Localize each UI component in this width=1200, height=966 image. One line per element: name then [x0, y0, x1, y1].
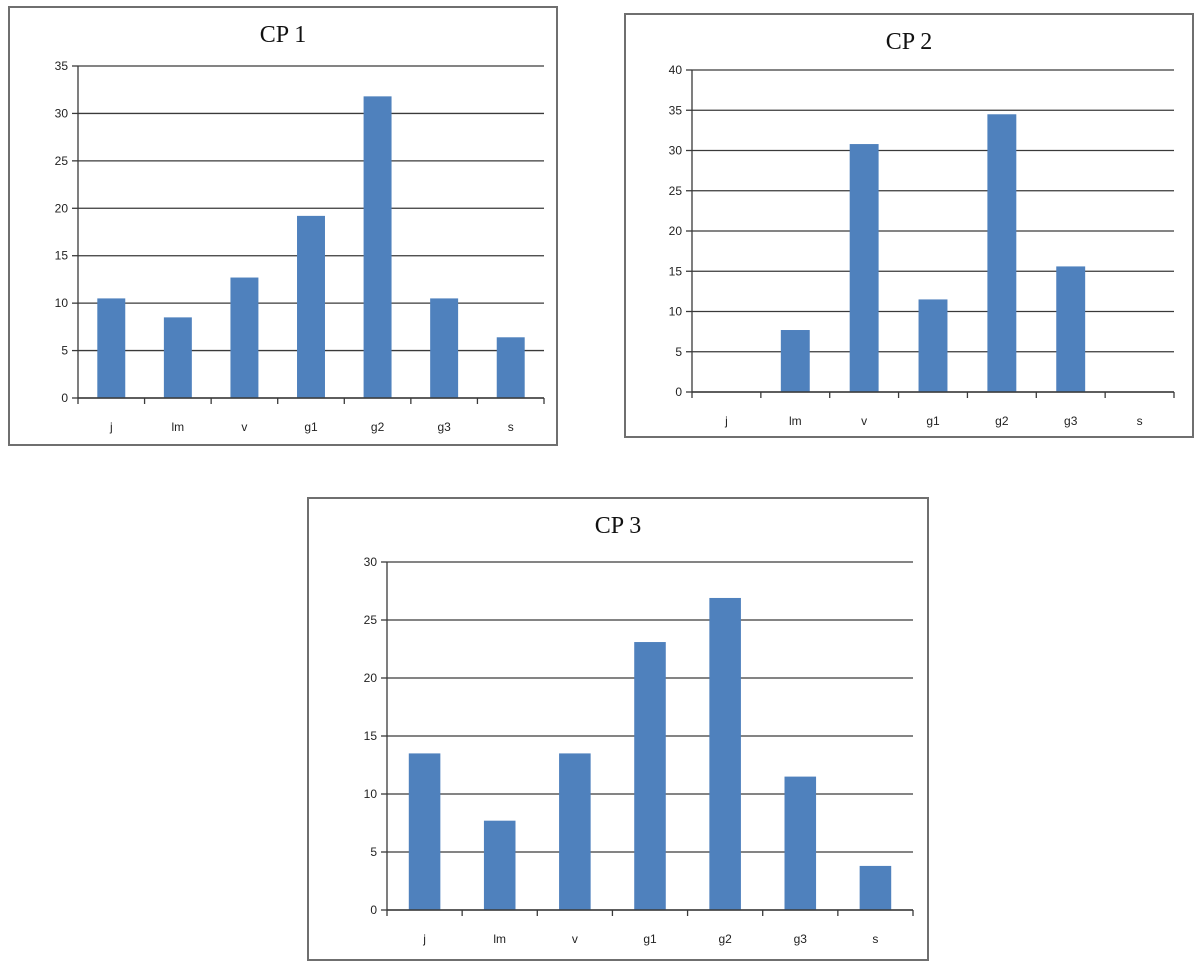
x-tick-label: s	[1137, 414, 1143, 428]
y-tick-label: 25	[55, 154, 69, 168]
x-tick-label: g1	[926, 414, 940, 428]
chart-plot: 0 5 10 15 20 25 30 j lm v g1 g2 g3 s	[364, 555, 914, 946]
x-tick-label: s	[508, 420, 514, 434]
chart-plot: 0 5 10 15 20 25 30 35 j lm v g1 g2 g3 s	[55, 59, 545, 434]
chart-title: CP 1	[259, 22, 307, 48]
bar-v	[230, 277, 259, 398]
chart-title: CP 2	[885, 29, 933, 55]
chart-title: CP 3	[594, 513, 642, 539]
y-tick-label: 5	[675, 345, 682, 359]
x-tick-label: j	[422, 932, 426, 946]
x-tick-label: g1	[643, 932, 657, 946]
y-tick-label: 20	[669, 224, 683, 238]
bar-g2	[363, 96, 392, 399]
bar-g1	[918, 299, 948, 392]
y-tick-label: 15	[55, 249, 69, 263]
bar-g3	[1056, 266, 1086, 392]
y-tick-label: 30	[364, 555, 378, 569]
y-tick-label: 20	[55, 201, 69, 215]
y-tick-label: 40	[669, 63, 683, 77]
y-tick-label: 0	[675, 385, 682, 399]
x-tick-label: v	[241, 420, 247, 434]
x-tick-label: g3	[1064, 414, 1078, 428]
bar-g3	[784, 776, 817, 910]
y-tick-label: 5	[370, 845, 377, 859]
y-tick-label: 10	[364, 787, 378, 801]
y-tick-label: 35	[55, 59, 69, 73]
y-tick-label: 0	[61, 391, 68, 405]
y-tick-label: 0	[370, 903, 377, 917]
x-tick-label: g2	[371, 420, 385, 434]
x-tick-label: g3	[794, 932, 808, 946]
bar-v	[849, 144, 879, 392]
y-tick-label: 35	[669, 103, 683, 117]
x-tick-label: j	[724, 414, 728, 428]
y-tick-label: 30	[669, 144, 683, 158]
bar-g1	[634, 642, 666, 910]
y-tick-label: 5	[61, 344, 68, 358]
bar-g3	[430, 298, 459, 398]
x-tick-label: g3	[437, 420, 451, 434]
y-tick-label: 20	[364, 671, 378, 685]
bar-g2	[987, 114, 1017, 393]
x-tick-label: v	[861, 414, 867, 428]
y-tick-label: 10	[669, 305, 683, 319]
bar-lm	[483, 820, 516, 910]
x-tick-label: lm	[172, 420, 185, 434]
chart-cp1: CP 1 0 5 10 15 20 25 30 35 j lm v g1 g2 g3 s	[8, 6, 558, 446]
chart-cp3: CP 3 0 5 10 15 20 25 30 j lm v g1 g2 g3 s	[307, 497, 929, 961]
y-tick-label: 30	[55, 106, 69, 120]
x-tick-label: g2	[995, 414, 1009, 428]
x-tick-label: v	[572, 932, 578, 946]
bar-s	[496, 337, 525, 398]
x-tick-label: lm	[493, 932, 506, 946]
x-tick-label: j	[109, 420, 113, 434]
chart-plot: 0 5 10 15 20 25 30 35 40 j lm v g1 g2 g3 s	[669, 63, 1175, 428]
y-tick-label: 25	[364, 613, 378, 627]
y-tick-label: 15	[364, 729, 378, 743]
bar-lm	[163, 317, 192, 398]
x-tick-label: g1	[304, 420, 318, 434]
y-tick-label: 10	[55, 296, 69, 310]
bar-g1	[297, 215, 325, 398]
chart-cp2: CP 2 0 5 10 15 20 25 30 35 40 j lm v g1 g2 g3 s	[624, 13, 1194, 438]
bar-lm	[780, 330, 810, 392]
y-tick-label: 25	[669, 184, 683, 198]
bar-j	[408, 753, 441, 910]
bar-s	[859, 865, 892, 910]
bar-j	[97, 298, 126, 398]
y-tick-label: 15	[669, 264, 683, 278]
x-tick-label: g2	[718, 932, 732, 946]
bar-g2	[709, 597, 741, 910]
bar-v	[559, 753, 591, 910]
x-tick-label: s	[872, 932, 878, 946]
x-tick-label: lm	[789, 414, 802, 428]
